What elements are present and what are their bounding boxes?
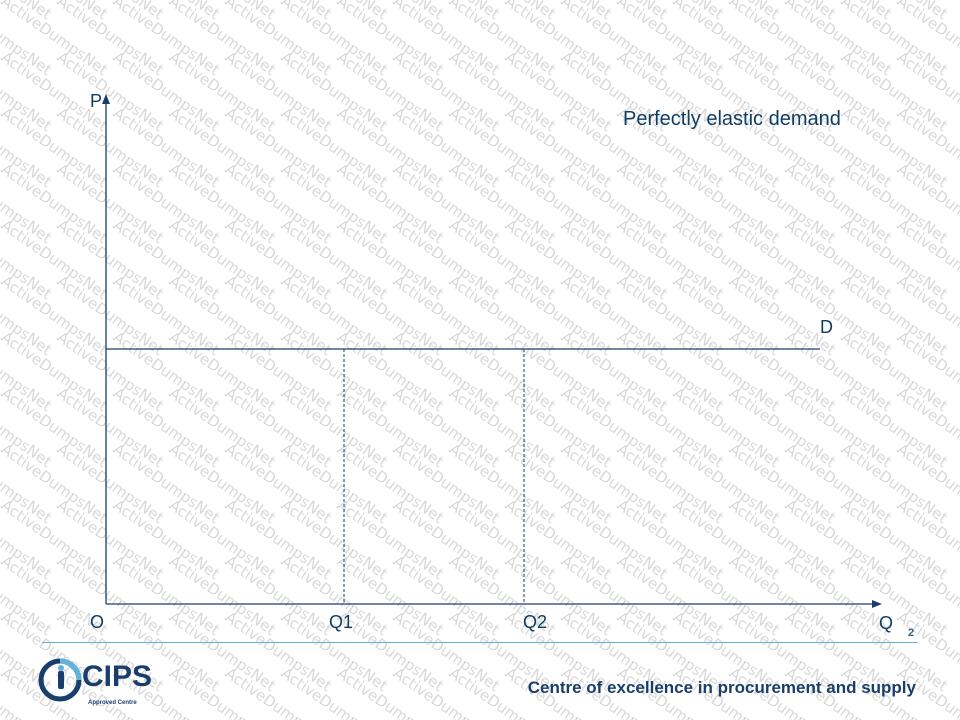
q1-label: Q1 (329, 612, 354, 632)
y-axis-label: P (90, 91, 103, 111)
logo-text: CIPS (82, 660, 153, 693)
cips-logo: CIPS Approved Centre (38, 658, 162, 710)
page-number: 2 (908, 627, 915, 639)
demand-curve-label: D (820, 317, 833, 337)
footer-divider (42, 642, 918, 643)
q2-label: Q2 (523, 612, 548, 632)
x-axis-label: Q (879, 613, 894, 633)
cips-logo-icon (38, 658, 82, 702)
x-axis-arrow (872, 600, 882, 608)
footer-tagline: Centre of excellence in procurement and … (527, 678, 916, 697)
diagram-title: Perfectly elastic demand (623, 108, 841, 130)
origin-label: O (90, 612, 105, 632)
logo-subtext: Approved Centre (88, 700, 137, 706)
y-axis-arrow (102, 94, 110, 104)
